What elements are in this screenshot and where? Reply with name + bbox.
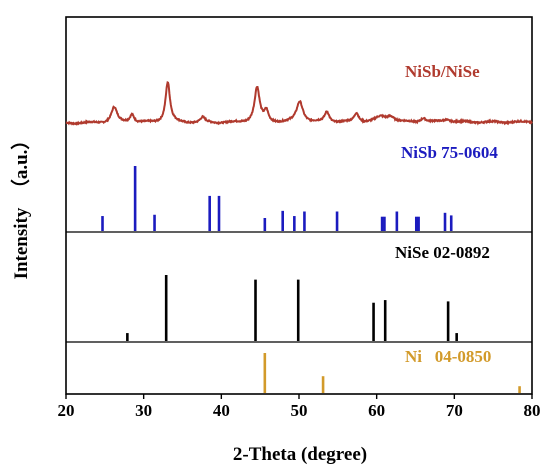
y-axis-label: Intensity （a.u.） <box>9 131 32 280</box>
x-axis-ticks: 20 30 40 50 60 70 80 <box>58 394 541 420</box>
x-tick-label-6: 80 <box>524 401 541 420</box>
x-tick-label-0: 20 <box>58 401 75 420</box>
series-line-0 <box>65 81 533 126</box>
x-tick-label-4: 60 <box>368 401 385 420</box>
x-axis-label: 2-Theta (degree) <box>233 444 367 465</box>
x-tick-label-2: 40 <box>213 401 230 420</box>
panel-label-ni: Ni 04-0850 <box>405 347 491 366</box>
x-tick-label-5: 70 <box>446 401 463 420</box>
panel-label-nisb-nise: NiSb/NiSe <box>405 62 480 81</box>
panel-label-nisb: NiSb 75-0604 <box>401 143 498 162</box>
x-tick-label-1: 30 <box>135 401 152 420</box>
panel-label-nise: NiSe 02-0892 <box>395 243 490 262</box>
series-layer <box>65 81 533 393</box>
x-tick-label-3: 50 <box>291 401 308 420</box>
